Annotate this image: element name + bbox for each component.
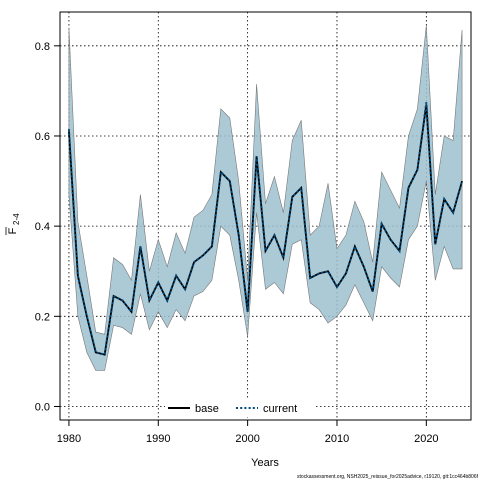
legend: base current — [165, 399, 315, 417]
axis-ticks: 1980 1990 2000 2010 2020 0.0 0.2 0.4 0.6 0.8 — [35, 41, 439, 445]
y-tick-label: 0.4 — [35, 221, 50, 233]
x-axis-title: Years — [251, 457, 279, 469]
series-line-current — [67, 102, 464, 356]
y-axis-title-subscript: 2-4 — [12, 213, 21, 225]
x-tick-label: 2020 — [414, 433, 438, 445]
legend-label-base: base — [195, 403, 219, 415]
y-tick-label: 0.2 — [35, 311, 50, 323]
x-tick-label: 2010 — [325, 433, 349, 445]
y-tick-label: 0.8 — [35, 41, 50, 53]
y-tick-label: 0.0 — [35, 401, 50, 413]
x-tick-label: 1980 — [57, 433, 81, 445]
plot-frame — [59, 11, 472, 421]
y-axis-title-main: F — [7, 227, 19, 234]
footer-credit: stockassessment.org, NSH2025_reissue_for… — [297, 474, 479, 480]
x-tick-label: 2000 — [235, 433, 259, 445]
legend-label-current: current — [263, 403, 297, 415]
y-tick-label: 0.6 — [35, 131, 50, 143]
x-tick-label: 1990 — [146, 433, 170, 445]
y-axis-title: F 2-4 — [5, 213, 21, 235]
confidence-band — [68, 25, 463, 371]
